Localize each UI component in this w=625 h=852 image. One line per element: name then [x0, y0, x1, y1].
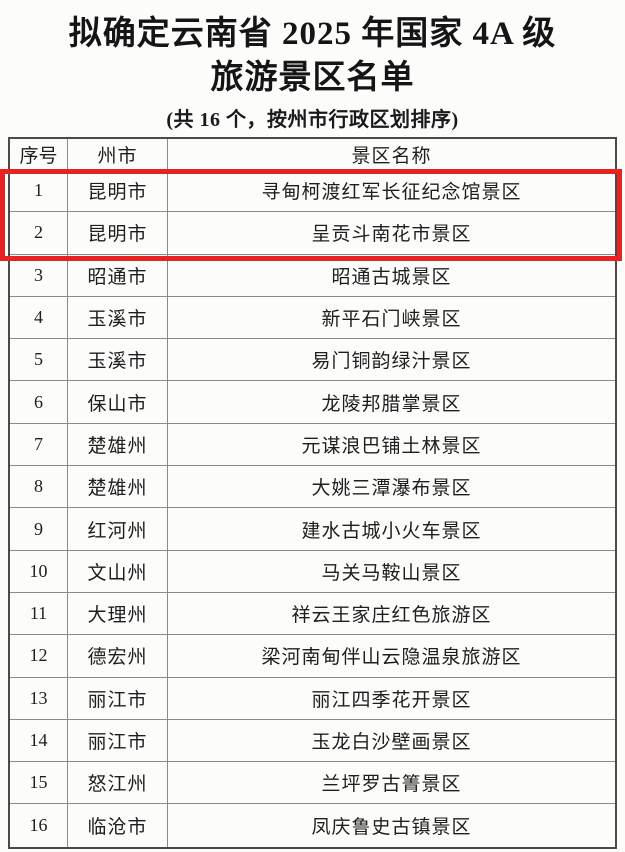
table-row: 1 昆明市 寻甸柯渡红军长征纪念馆景区 — [10, 170, 615, 213]
row-city: 昭通市 — [68, 254, 168, 296]
row-scenic-name: 新平石门峡景区 — [321, 309, 462, 331]
row-scenic-name: 梁河南甸伴山云隐温泉旅游区 — [261, 647, 522, 669]
table-row: 13 丽江市 丽江四季花开景区 — [10, 677, 615, 720]
row-number: 6 — [10, 381, 68, 423]
row-number: 2 — [10, 212, 68, 254]
row-city: 玉溪市 — [68, 296, 168, 339]
row-number: 16 — [10, 804, 68, 847]
table-row: 15 怒江州 兰坪罗古箐景区 — [10, 762, 615, 805]
table-row: 10 文山州 马关马鞍山景区 — [10, 550, 615, 593]
row-number: 12 — [10, 635, 68, 677]
row-city: 丽江市 — [68, 719, 168, 762]
header-cell-city: 州市 — [68, 139, 168, 169]
row-number: 11 — [10, 592, 68, 635]
row-city: 昆明市 — [68, 170, 168, 212]
row-number: 1 — [10, 170, 68, 212]
row-number: 7 — [10, 423, 68, 466]
row-number: 10 — [10, 550, 68, 592]
row-city: 文山州 — [68, 550, 168, 592]
row-city: 楚雄州 — [68, 466, 168, 508]
title-line-1: 拟确定云南省 2025 年国家 4A 级 — [68, 16, 557, 52]
document-subtitle: (共 16 个，按州市行政区划排序) — [166, 109, 459, 131]
table-row: 7 楚雄州 元谋浪巴铺土林景区 — [10, 423, 615, 467]
row-scenic-name: 祥云王家庄红色旅游区 — [291, 605, 492, 627]
row-scenic-name: 龙陵邦腊掌景区 — [321, 393, 462, 415]
row-scenic-name: 建水古城小火车景区 — [301, 520, 482, 542]
row-scenic-name: 易门铜韵绿汁景区 — [311, 351, 472, 373]
table-row: 11 大理州 祥云王家庄红色旅游区 — [10, 592, 615, 636]
row-scenic-name: 凤庆鲁史古镇景区 — [311, 817, 472, 839]
table-header-row: 序号 州市 景区名称 — [10, 139, 615, 170]
row-number: 5 — [10, 339, 68, 381]
row-scenic-name: 玉龙白沙壁画景区 — [311, 732, 472, 753]
row-city: 临沧市 — [68, 804, 168, 847]
table-row: 16 临沧市 凤庆鲁史古镇景区 — [10, 804, 615, 847]
row-scenic-name: 元谋浪巴铺土林景区 — [301, 435, 482, 457]
scenic-area-table: 序号 州市 景区名称 1 昆明市 寻甸柯渡红军长征纪念馆景区 2 昆明市 呈贡斗… — [8, 137, 617, 849]
row-number: 4 — [10, 296, 68, 339]
title-line-2: 旅游景区名单 — [210, 60, 415, 96]
header-cell-name: 景区名称 — [351, 145, 432, 167]
row-number: 3 — [10, 254, 68, 296]
table-body: 1 昆明市 寻甸柯渡红军长征纪念馆景区 2 昆明市 呈贡斗南花市景区 3 昭通市… — [10, 170, 615, 847]
row-number: 14 — [10, 719, 68, 762]
row-scenic-name: 大姚三潭瀑布景区 — [311, 478, 472, 500]
table-row: 12 德宏州 梁河南甸伴山云隐温泉旅游区 — [10, 635, 615, 678]
row-number: 8 — [10, 466, 68, 508]
row-scenic-name: 马关马鞍山景区 — [321, 562, 462, 584]
table-row: 14 丽江市 玉龙白沙壁画景区 — [10, 719, 615, 763]
row-scenic-name: 寻甸柯渡红军长征纪念馆景区 — [261, 182, 522, 204]
row-city: 怒江州 — [68, 762, 168, 804]
table-row: 3 昭通市 昭通古城景区 — [10, 254, 615, 297]
row-number: 15 — [10, 762, 68, 804]
row-city: 德宏州 — [68, 635, 168, 677]
row-city: 玉溪市 — [68, 339, 168, 381]
row-scenic-name: 呈贡斗南花市景区 — [311, 224, 472, 246]
table-row: 2 昆明市 呈贡斗南花市景区 — [10, 212, 615, 255]
table-row: 9 红河州 建水古城小火车景区 — [10, 508, 615, 551]
header-cell-number: 序号 — [10, 139, 68, 169]
table-row: 5 玉溪市 易门铜韵绿汁景区 — [10, 339, 615, 382]
table-row: 4 玉溪市 新平石门峡景区 — [10, 296, 615, 340]
document-title: 拟确定云南省 2025 年国家 4A 级 旅游景区名单 — [0, 12, 625, 100]
row-city: 丽江市 — [68, 677, 168, 719]
table-row: 6 保山市 龙陵邦腊掌景区 — [10, 381, 615, 424]
row-city: 红河州 — [68, 508, 168, 550]
row-city: 保山市 — [68, 381, 168, 423]
row-scenic-name: 丽江四季花开景区 — [311, 689, 472, 711]
row-number: 13 — [10, 677, 68, 719]
table-row: 8 楚雄州 大姚三潭瀑布景区 — [10, 466, 615, 509]
row-scenic-name: 昭通古城景区 — [331, 266, 452, 288]
row-city: 昆明市 — [68, 212, 168, 254]
row-number: 9 — [10, 508, 68, 550]
row-scenic-name: 兰坪罗古箐景区 — [321, 774, 462, 796]
row-city: 楚雄州 — [68, 423, 168, 466]
row-city: 大理州 — [68, 592, 168, 635]
